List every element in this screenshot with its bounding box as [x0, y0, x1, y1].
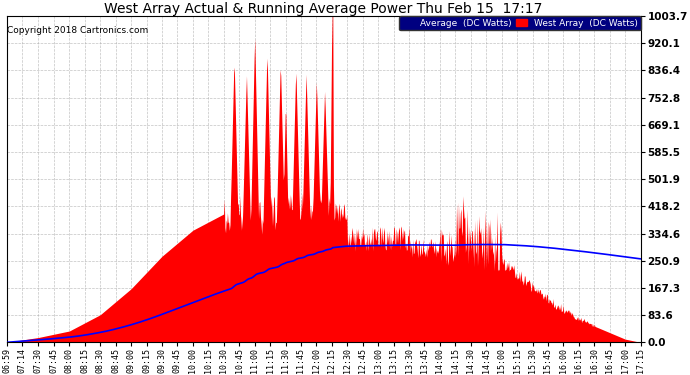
Legend: Average  (DC Watts), West Array  (DC Watts): Average (DC Watts), West Array (DC Watts…	[399, 16, 640, 30]
Text: Copyright 2018 Cartronics.com: Copyright 2018 Cartronics.com	[7, 26, 148, 35]
Title: West Array Actual & Running Average Power Thu Feb 15  17:17: West Array Actual & Running Average Powe…	[104, 2, 543, 16]
